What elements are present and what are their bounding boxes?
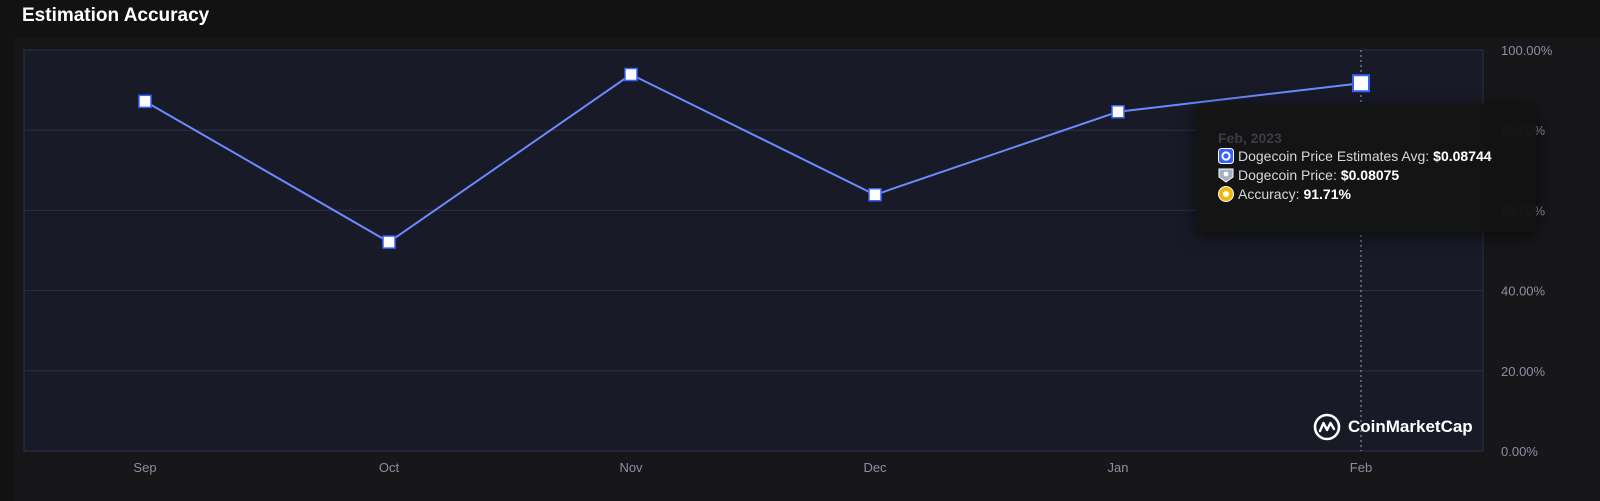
y-tick-label: 0.00% (1501, 444, 1538, 459)
watermark-text: CoinMarketCap (1348, 417, 1473, 436)
tooltip-price-row: Dogecoin Price: $0.08075 (1218, 167, 1399, 183)
data-point-marker (382, 235, 396, 249)
tooltip-accuracy-value: 91.71% (1303, 186, 1351, 202)
x-tick-label: Jan (1108, 460, 1129, 475)
coinmarketcap-logo-icon (1313, 413, 1341, 441)
tooltip-estimate-row: Dogecoin Price Estimates Avg: $0.08744 (1218, 148, 1492, 164)
data-point-marker (138, 94, 152, 109)
y-tick-label: 40.00% (1501, 284, 1546, 299)
tooltip-accuracy-label: Accuracy: (1238, 186, 1300, 202)
tooltip-accuracy-row: Accuracy: 91.71% (1218, 186, 1351, 202)
x-tick-label: Oct (379, 460, 400, 475)
tooltip-price-label: Dogecoin Price: (1238, 167, 1337, 183)
price-series-icon (1218, 167, 1234, 183)
data-point-marker (1111, 105, 1125, 119)
data-point-marker (624, 67, 638, 82)
y-tick-label: 20.00% (1501, 364, 1546, 379)
y-tick-label: 100.00% (1501, 43, 1553, 58)
accuracy-series-icon (1218, 186, 1234, 202)
data-point-marker (1352, 74, 1370, 93)
data-tooltip: Feb, 2023 Dogecoin Price Estimates Avg: … (1196, 104, 1536, 232)
tooltip-estimate-value: $0.08744 (1433, 148, 1492, 164)
estimate-series-icon (1218, 148, 1234, 164)
x-tick-label: Nov (619, 460, 643, 475)
tooltip-price-value: $0.08075 (1340, 167, 1400, 183)
tooltip-date: Feb, 2023 (1218, 130, 1282, 146)
x-tick-label: Dec (863, 460, 887, 475)
accuracy-series-line (144, 73, 1362, 244)
tooltip-estimate-label: Dogecoin Price Estimates Avg: (1238, 148, 1430, 164)
coinmarketcap-watermark: CoinMarketCap (1312, 412, 1473, 442)
data-point-marker (868, 188, 882, 202)
chart-title: Estimation Accuracy (22, 5, 210, 26)
x-tick-label: Feb (1350, 460, 1372, 475)
x-tick-label: Sep (133, 460, 156, 475)
